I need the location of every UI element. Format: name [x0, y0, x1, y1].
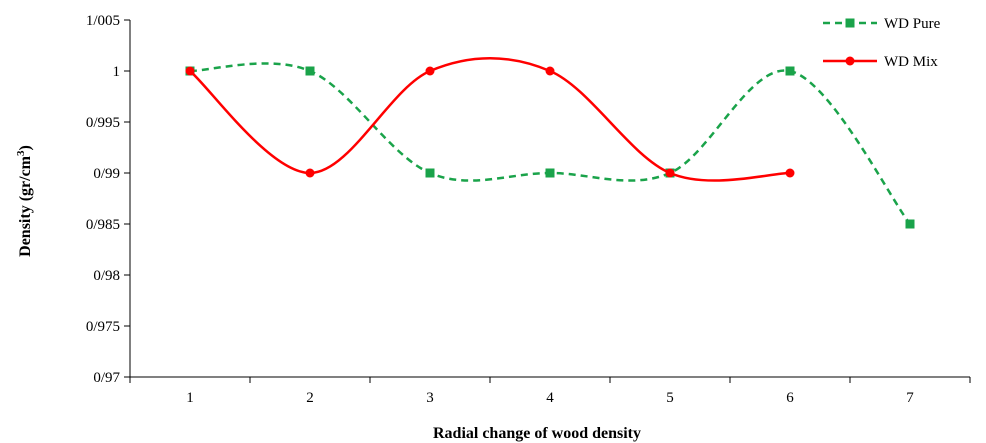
- legend: WD Pure WD Mix: [823, 16, 941, 70]
- data-point-wd-mix: [305, 168, 315, 178]
- data-point-wd-pure: [545, 168, 555, 178]
- series-layer: [185, 57, 915, 229]
- y-axis-title: Density (gr/cm3): [15, 145, 34, 257]
- y-tick-label: 0/985: [86, 217, 120, 233]
- y-axis: 0/97 0/975 0/98 0/985 0/99 0/995 1 1/005: [86, 13, 131, 386]
- x-tick-label: 2: [306, 390, 314, 406]
- y-tick-label: 0/975: [86, 319, 120, 335]
- y-axis-title-superscript: 3: [15, 150, 27, 156]
- data-point-wd-pure: [425, 168, 435, 178]
- y-tick-label: 1: [113, 64, 121, 80]
- data-point-wd-pure: [785, 66, 795, 76]
- data-point-wd-pure: [305, 66, 315, 76]
- x-axis: 1 2 3 4 5 6 7: [129, 376, 971, 406]
- x-tick-label: 4: [546, 390, 554, 406]
- data-point-wd-pure: [905, 219, 915, 229]
- y-tick-label: 0/99: [93, 166, 120, 182]
- legend-label-wd-pure: WD Pure: [884, 16, 941, 32]
- x-tick-label: 6: [786, 390, 794, 406]
- legend-marker-wd-pure: [845, 18, 855, 28]
- x-tick-label: 3: [426, 390, 434, 406]
- data-point-wd-mix: [545, 66, 555, 76]
- y-tick-label: 0/995: [86, 115, 120, 131]
- series-line-wd-mix: [189, 57, 791, 182]
- y-axis-title-prefix: Density (gr/cm: [17, 155, 34, 257]
- legend-label-wd-mix: WD Mix: [884, 54, 938, 70]
- x-tick-label: 1: [186, 390, 194, 406]
- data-point-wd-mix: [425, 66, 435, 76]
- series-line-wd-pure: [189, 62, 911, 225]
- x-tick-label: 5: [666, 390, 674, 406]
- y-axis-title-suffix: ): [17, 145, 34, 150]
- data-point-wd-mix: [665, 168, 675, 178]
- legend-marker-wd-mix: [845, 56, 855, 66]
- data-point-wd-mix: [185, 66, 195, 76]
- x-axis-title: Radial change of wood density: [433, 425, 641, 442]
- x-tick-label: 7: [906, 390, 914, 406]
- data-point-wd-mix: [785, 168, 795, 178]
- y-tick-label: 0/98: [93, 268, 120, 284]
- y-tick-label: 0/97: [93, 370, 120, 386]
- y-tick-label: 1/005: [86, 13, 120, 29]
